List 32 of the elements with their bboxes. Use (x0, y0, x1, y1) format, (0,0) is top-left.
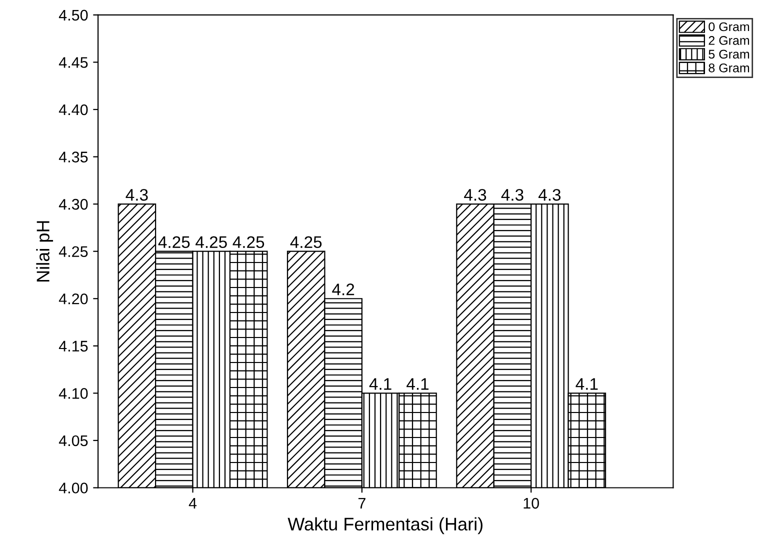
data-label: 4.3 (538, 188, 561, 201)
y-tick-label: 4.30 (58, 198, 88, 210)
data-label: 4.25 (158, 236, 190, 248)
legend-label: 5 Gram (708, 50, 750, 59)
y-tick-label: 4.40 (58, 104, 88, 116)
data-label: 4.2 (332, 284, 354, 296)
data-label: 4.3 (126, 188, 148, 201)
y-tick-label: 4.45 (58, 57, 88, 68)
y-axis-title: Nilai pH (36, 221, 54, 282)
data-label: 4.25 (290, 236, 322, 248)
y-tick-label: 4.05 (58, 435, 88, 446)
y-tick-label: 4.20 (58, 293, 88, 304)
data-label: 4.1 (576, 378, 598, 390)
legend-label: 0 Gram (708, 22, 750, 32)
x-tick-label: 10 (524, 498, 539, 509)
legend-label: 2 Gram (708, 36, 750, 45)
x-tick-label: 4 (188, 498, 197, 509)
data-label: 4.25 (196, 236, 227, 248)
data-label: 4.3 (464, 188, 486, 201)
data-label: 4.25 (232, 236, 264, 248)
data-label: 4.1 (369, 378, 392, 390)
y-tick-label: 4.50 (58, 10, 88, 21)
y-tick-label: 4.00 (58, 482, 88, 494)
y-tick-label: 4.25 (58, 246, 88, 258)
data-label: 4.3 (501, 188, 524, 201)
x-axis-title: Waktu Fermentasi (Hari) (288, 517, 482, 534)
x-tick-label: 7 (358, 498, 366, 509)
data-label: 4.1 (406, 378, 429, 390)
y-tick-label: 4.35 (58, 152, 88, 162)
y-tick-label: 4.10 (58, 388, 88, 399)
legend-label: 8 Gram (708, 63, 750, 72)
y-tick-label: 4.15 (58, 340, 88, 352)
